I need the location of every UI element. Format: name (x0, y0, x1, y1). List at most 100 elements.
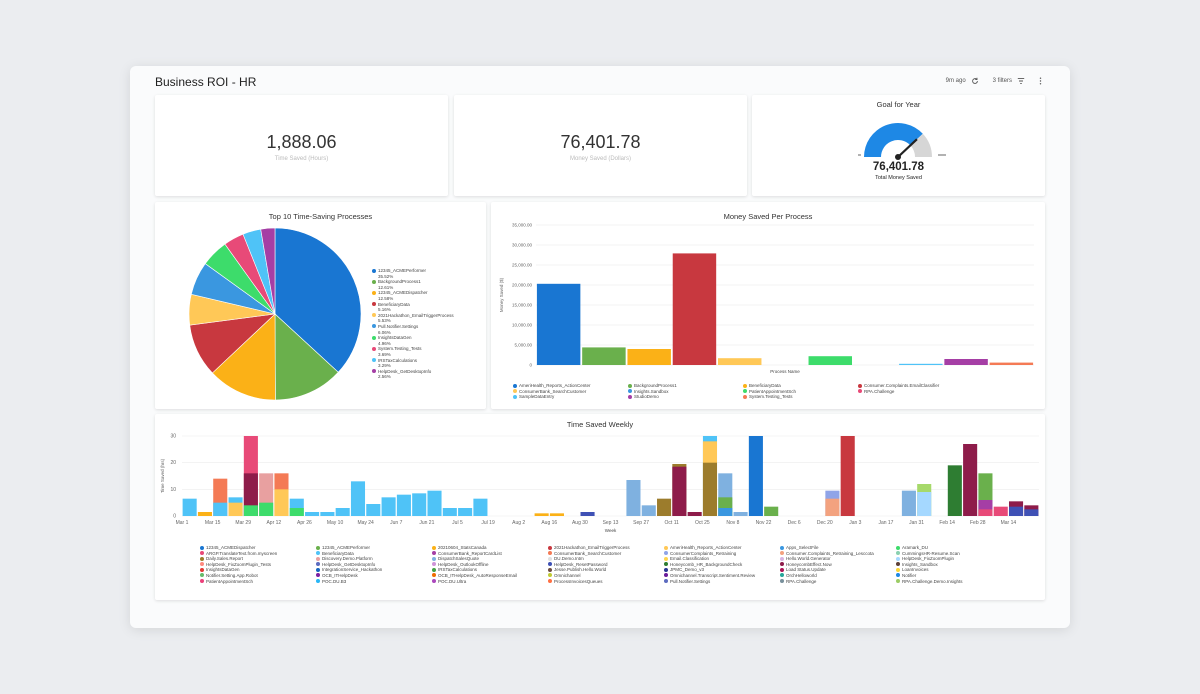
legend-label: Pull.Notifier.Settings (670, 578, 711, 584)
legend-item[interactable]: 12345_ACMEDispatcher 12.58% (372, 290, 482, 301)
legend-item[interactable]: Aramark_DU (896, 545, 1012, 551)
legend-item[interactable]: CummingsHR-Resume.Scan (896, 551, 1012, 557)
legend-item[interactable]: 2021Hackathon_EmailTriggerProcess (548, 545, 664, 551)
legend-item[interactable]: BackgroundProcess1 (628, 383, 728, 389)
legend-item[interactable]: Insights_Sandbox (896, 562, 1012, 568)
legend-item[interactable]: Notifier (896, 573, 1012, 579)
legend-item[interactable]: DispatchSalesQuote (432, 556, 548, 562)
legend-item[interactable]: HelpDesk_OutlookOffline (432, 562, 548, 568)
refresh-icon[interactable] (971, 77, 979, 85)
legend-item[interactable]: OCB_ITHelpDesk_AutoResponseEmail (432, 573, 548, 579)
y-tick-label: 15,000.00 (512, 303, 533, 308)
legend-item[interactable]: BeneficiaryData (316, 551, 432, 557)
money-saved-card[interactable]: 76,401.78 Money Saved (Dollars) (454, 95, 747, 196)
legend-item[interactable]: Consumer.Complaints.EmailClassifier (858, 383, 958, 389)
legend-item[interactable]: HelpDesk_FixZoomPlugin (896, 556, 1012, 562)
legend-swatch (372, 290, 376, 295)
legend-item[interactable]: InsightsDataGen 4.96% (372, 335, 482, 346)
legend-item[interactable]: 12345_ACMEDispatcher (200, 545, 316, 551)
bar (989, 362, 1034, 365)
legend-item[interactable]: DU.Demo.Intm (548, 556, 664, 562)
legend-item[interactable]: BackgroundProcess1 12.61% (372, 279, 482, 290)
gauge-fill (864, 123, 923, 157)
weekly-card[interactable]: Time Saved Weekly 0 10 20 30 Time Saved (hrs… (155, 414, 1045, 600)
legend-item[interactable]: Omnichannel (548, 573, 664, 579)
legend-item[interactable]: HelpDesk_FixZoomPlugin_Tests (200, 562, 316, 568)
legend-item[interactable]: HelpDesk_GetDesktopInfo (316, 562, 432, 568)
legend-item[interactable]: IRSTaxCalculations (432, 567, 548, 573)
legend-item[interactable]: Hello.World.Generator (780, 556, 896, 562)
money-per-process-card[interactable]: Money Saved Per Process 0 5,000.00 10,000.… (491, 202, 1045, 409)
gauge-hub (895, 154, 901, 160)
legend-item[interactable]: 2021Hackathon_EmailTriggerProcess 5.53% (372, 313, 482, 324)
legend-item[interactable]: JPMC_Demo_v3 (664, 567, 780, 573)
time-saved-card[interactable]: 1,888.06 Time Saved (Hours) (155, 95, 448, 196)
legend-item[interactable]: BeneficiaryData 5.16% (372, 302, 482, 313)
legend-item[interactable]: PatientAppointmentSch (200, 579, 316, 585)
legend-label: Omnichannel (554, 572, 581, 578)
legend-item[interactable]: System.Testing_Tests (743, 394, 843, 400)
legend-item[interactable]: Notifier.Setting.App.Robot (200, 573, 316, 579)
legend-swatch (780, 562, 784, 567)
more-options-icon[interactable] (1039, 77, 1042, 85)
legend-item[interactable]: Consumer.Complaints_Retraining_Lesccota (780, 551, 896, 557)
legend-item[interactable]: SampleDataEntry (513, 394, 613, 400)
legend-item[interactable]: POC.DU.B3 (316, 579, 432, 585)
legend-item[interactable]: InsightsDataGen (200, 567, 316, 573)
bar (289, 508, 304, 516)
legend-item[interactable]: ConsumerComplaints_Retraining (664, 551, 780, 557)
legend-item[interactable]: System.Testing_Tests 3.69% (372, 346, 482, 357)
legend-item[interactable]: Apps_SelectFile (780, 545, 896, 551)
legend-item[interactable]: ProcessInvoicesQueues (548, 579, 664, 585)
goal-card[interactable]: Goal for Year 76,401.78 Total Money Save… (752, 95, 1045, 196)
legend-item[interactable]: ConsumerBank_SearchCustomer (548, 551, 664, 557)
legend-item[interactable]: Honeycomb_HR_BackgroundCheck (664, 562, 780, 568)
filter-icon[interactable] (1017, 77, 1025, 85)
legend-item[interactable]: ARGP.TranslateText.from.myscreen (200, 551, 316, 557)
legend-item[interactable]: Email.Classification (664, 556, 780, 562)
legend-item[interactable]: ConsumerBank_ReportCardList (432, 551, 548, 557)
legend-item[interactable]: OrchHelloworld (780, 573, 896, 579)
legend-swatch (548, 567, 552, 572)
legend-item[interactable]: AmeriHealth_Reports_ActionCenter (513, 383, 613, 389)
legend-item[interactable]: Pull.Notifier.Settings 6.06% (372, 324, 482, 335)
bar (672, 466, 687, 516)
legend-item[interactable]: Discovery.Demo.Platform (316, 556, 432, 562)
legend-swatch (896, 579, 900, 584)
legend-item[interactable]: IRSTaxCalculations 3.29% (372, 358, 482, 369)
legend-item[interactable]: Pull.Notifier.Settings (664, 579, 780, 585)
legend-item[interactable]: IntegrationService_Hackathon (316, 567, 432, 573)
legend-item[interactable]: POC.DU.Ultra (432, 579, 548, 585)
legend-item[interactable]: 12345_ACMEPerformer (316, 545, 432, 551)
legend-item[interactable]: StudioDemo (628, 394, 728, 400)
legend-item[interactable]: OCB_ITHelpDesk (316, 573, 432, 579)
legend-item[interactable]: RPA.Challenge (780, 579, 896, 585)
bar (993, 506, 1008, 516)
legend-item[interactable]: Load Status.Update (780, 567, 896, 573)
legend-item[interactable]: Omnichannel.Transcript.Sentiment.Review (664, 573, 780, 579)
legend-item[interactable]: ConsumerBank_SearchCustomer (513, 389, 613, 395)
legend-item[interactable]: Daily.Sales.Report (200, 556, 316, 562)
legend-item[interactable]: BeneficiaryData (743, 383, 843, 389)
legend-item[interactable]: HelpDesk_ResetPassword (548, 562, 664, 568)
legend-item[interactable]: PatientAppointmentSch (743, 389, 843, 395)
legend-swatch (780, 579, 784, 584)
legend-item[interactable]: HoneycombEffect.Now (780, 562, 896, 568)
y-tick-label: 30,000.00 (512, 243, 533, 248)
x-tick-label: Feb 28 (970, 520, 986, 526)
filters-button[interactable]: 3 filters (992, 78, 1012, 84)
legend-item[interactable]: Jesse.Publish.Hello.World (548, 567, 664, 573)
x-tick-label: Sep 27 (633, 520, 649, 526)
legend-item[interactable]: LoanInvoices (896, 567, 1012, 573)
legend-item[interactable]: RPA.Challenge (858, 389, 958, 395)
legend-item[interactable]: RPA.Challenge.Demo.Insights (896, 579, 1012, 585)
legend-swatch (316, 579, 320, 584)
legend-swatch (664, 545, 668, 550)
legend-swatch (432, 562, 436, 567)
legend-item[interactable]: AmeriHealth_Reports_ActionCenter (664, 545, 780, 551)
top-processes-card[interactable]: Top 10 Time-Saving Processes 12345_ACMEP… (155, 202, 486, 409)
legend-item[interactable]: HelpDesk_GetDesktopInfo 2.56% (372, 369, 482, 380)
legend-item[interactable]: 12345_ACMEPerformer 35.52% (372, 268, 482, 279)
legend-item[interactable]: Insights.Sandbox (628, 389, 728, 395)
legend-item[interactable]: 20210604_StatsCanada (432, 545, 548, 551)
